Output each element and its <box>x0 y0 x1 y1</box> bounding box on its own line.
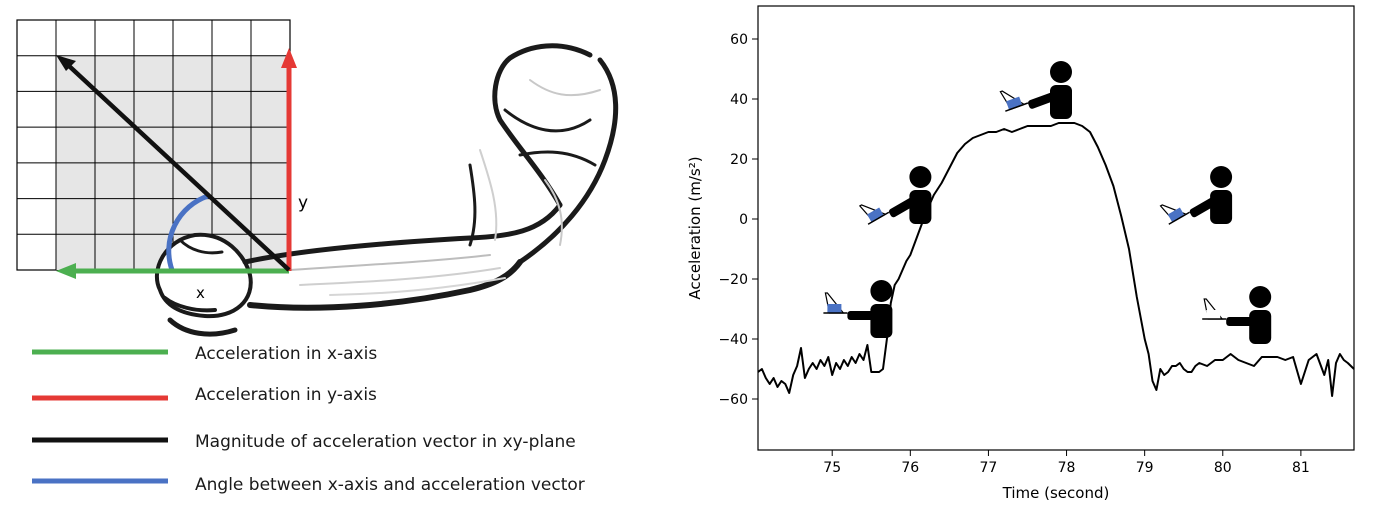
x-tick-label: 79 <box>1136 460 1154 476</box>
legend-item-x: Acceleration in x-axis <box>32 344 377 364</box>
y-ticks: −60 −40 −20 0 20 40 60 <box>718 32 758 408</box>
x-tick-label: 78 <box>1058 460 1076 476</box>
x-tick-label: 77 <box>980 460 998 476</box>
x-tick-label: 75 <box>823 460 841 476</box>
person-arm-up-icon <box>999 61 1072 119</box>
x-tick-label: 81 <box>1292 460 1310 476</box>
y-tick-label: 20 <box>730 152 748 168</box>
acceleration-line <box>757 122 1355 397</box>
legend-label-magnitude: Magnitude of acceleration vector in xy-p… <box>195 432 576 452</box>
vector-arrows: y x <box>56 48 308 302</box>
legend-item-magnitude: Magnitude of acceleration vector in xy-p… <box>32 432 576 452</box>
y-axis-title: Acceleration (m/s²) <box>686 156 704 299</box>
legend-label-y: Acceleration in y-axis <box>195 385 377 405</box>
legend-item-angle: Angle between x-axis and acceleration ve… <box>32 475 585 495</box>
angle-arc <box>166 193 209 271</box>
x-tick-label: 76 <box>901 460 919 476</box>
y-axis-label: y <box>298 193 308 213</box>
x-axis-label: x <box>196 284 205 302</box>
legend-label-x: Acceleration in x-axis <box>195 344 377 364</box>
y-tick-label: −40 <box>718 332 748 348</box>
legend: Acceleration in x-axis Acceleration in y… <box>32 344 585 495</box>
y-tick-label: −60 <box>718 392 748 408</box>
legend-label-angle: Angle between x-axis and acceleration ve… <box>195 475 585 495</box>
arm-sketch-icon <box>154 43 619 337</box>
magnitude-arrow <box>66 63 291 272</box>
person-arm-rest-icon <box>1202 286 1272 344</box>
acceleration-chart: −60 −40 −20 0 20 40 60 75 76 77 78 79 80 81 Time (se… <box>686 5 1355 502</box>
y-tick-label: 40 <box>730 92 748 108</box>
x-axis-title: Time (second) <box>1002 484 1110 502</box>
x-ticks: 75 76 77 78 79 80 81 <box>823 450 1310 476</box>
acceleration-diagram: y x Acceleration in x-axis Acceleration … <box>16 19 619 495</box>
person-arm-down-icon <box>823 280 893 338</box>
person-arm-lowering-icon <box>1159 166 1233 225</box>
y-tick-label: −20 <box>718 272 748 288</box>
posture-icons <box>823 61 1272 344</box>
x-tick-label: 80 <box>1214 460 1232 476</box>
person-arm-raising-icon <box>858 166 932 225</box>
y-tick-label: 0 <box>739 212 748 228</box>
y-tick-label: 60 <box>730 32 748 48</box>
legend-item-y: Acceleration in y-axis <box>32 385 377 405</box>
plot-frame <box>757 5 1355 451</box>
